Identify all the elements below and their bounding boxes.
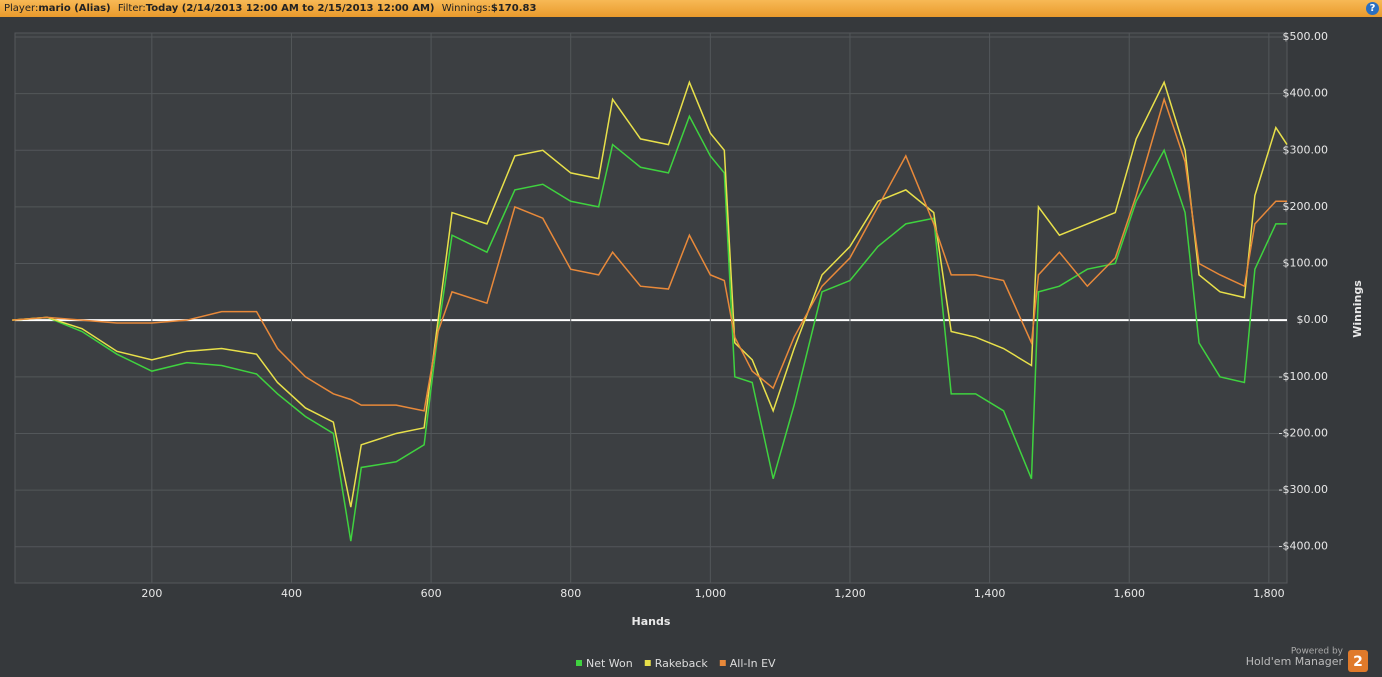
x-tick-label: 1,000 [695,587,727,600]
series-line [12,114,1287,542]
chart: Hands Winnings Powered by Hold'em Manage… [12,30,1368,672]
y-tick-label: $500.00 [1283,30,1329,43]
x-tick-label: 1,600 [1113,587,1145,600]
y-tick-label: -$400.00 [1279,540,1328,553]
logo-text: 2 [1353,654,1363,670]
y-axis-title: Winnings [1351,280,1364,338]
legend-label: Net Won [586,657,633,670]
legend-label: All-In EV [730,657,776,670]
legend-swatch [644,660,651,666]
x-axis-title: Hands [632,615,671,628]
plot-area [14,32,1288,584]
player: mario (Alias) [38,3,111,14]
winnings: $170.83 [490,3,537,14]
logo [1348,650,1368,672]
filter-label: Filter: [117,3,146,14]
help-button[interactable]: ? [1366,2,1379,15]
y-tick-label: $100.00 [1283,257,1329,270]
header-bar: Player:mario (Alias) Filter:Today (2/14/… [0,0,1382,17]
y-tick-label: $400.00 [1283,87,1329,100]
x-tick-label: 1,800 [1253,587,1285,600]
series-line [12,80,1288,508]
y-tick-label: -$200.00 [1279,426,1328,439]
x-tick-label: 200 [141,587,162,600]
x-tick-label: 800 [560,587,581,600]
y-tick-label: $0.00 [1297,313,1329,326]
x-tick-label: 600 [421,587,442,600]
x-tick-label: 1,200 [834,587,866,600]
y-tick-label: $200.00 [1283,200,1329,213]
legend-swatch [719,660,726,666]
legend-swatch [576,660,582,666]
filter: Today (2/14/2013 12:00 AM to 2/15/2013 1… [145,3,435,14]
legend-label: Rakeback [655,657,709,670]
player-label: Player: [4,3,39,14]
powered-by: Powered by [1291,647,1344,657]
product-name: Hold'em Manager [1246,655,1344,668]
x-tick-label: 400 [281,587,302,600]
winnings-label: Winnings: [441,3,491,14]
y-tick-label: -$100.00 [1279,370,1328,383]
y-tick-label: $300.00 [1283,143,1329,156]
x-tick-label: 1,400 [974,587,1006,600]
y-tick-label: -$300.00 [1279,483,1328,496]
series-line [12,96,1287,412]
